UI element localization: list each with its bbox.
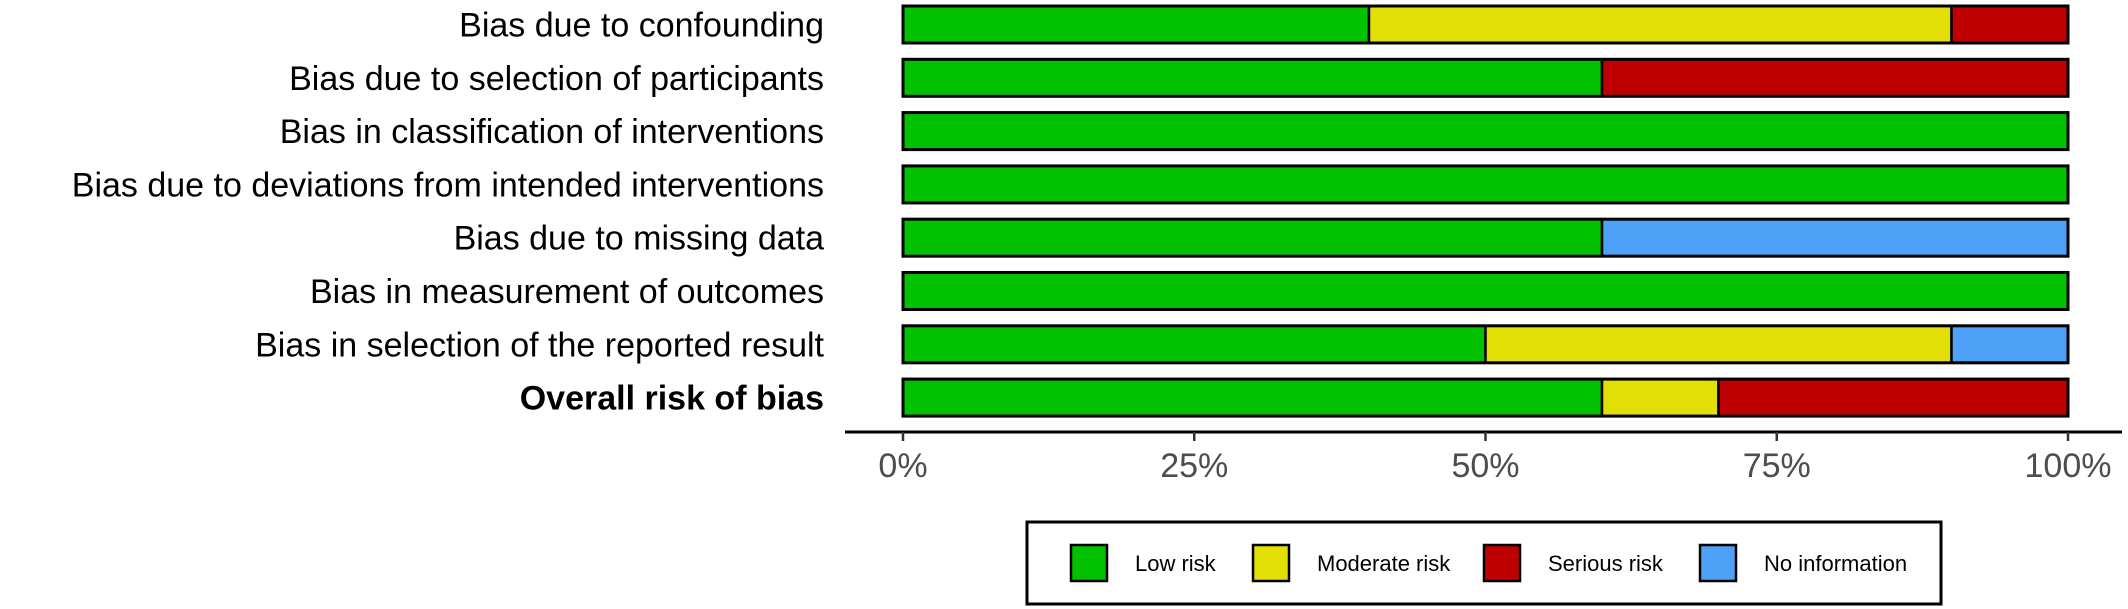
bar-frame-1 [901, 57, 2070, 98]
category-label-bias-due-to-deviations-from-intended-interventions: Bias due to deviations from intended int… [72, 166, 824, 204]
bars [901, 4, 2070, 418]
x-axis-ticks: 0% 25% 50% 75% 100% [878, 432, 2111, 485]
bar-frame-2 [901, 111, 2070, 152]
legend-label-serious-risk: Serious risk [1548, 551, 1664, 576]
bar-frame-0 [901, 4, 2070, 45]
bar-frame-6 [901, 324, 2070, 365]
bar-segment-no-information-4 [1600, 217, 2070, 258]
bar-segment-moderate-risk-7 [1600, 377, 1720, 418]
bar-segment-low-risk-5 [901, 271, 2070, 311]
legend-swatch-moderate-risk [1251, 543, 1291, 583]
legend: Low risk Moderate risk Serious risk No info… [1025, 520, 1943, 606]
bar-segment-serious-risk-1 [1600, 58, 2070, 98]
x-tick-label-1: 25% [1160, 447, 1228, 485]
bar-segment-low-risk-1 [901, 58, 1604, 98]
bar-segment-low-risk-6 [901, 324, 1487, 365]
bar-segment-low-risk-2 [901, 111, 2070, 151]
x-tick-label-2: 50% [1451, 447, 1519, 485]
bar-segment-no-information-6 [1950, 324, 2070, 365]
x-tick-label-0: 0% [878, 447, 927, 485]
bar-frame-5 [901, 271, 2070, 311]
legend-swatch-no-information [1698, 543, 1738, 583]
bar-segment-serious-risk-0 [1950, 4, 2070, 45]
category-label-bias-in-classification-of-interventions: Bias in classification of interventions [280, 113, 824, 151]
bar-segment-moderate-risk-6 [1484, 324, 1953, 365]
bar-segment-serious-risk-7 [1717, 377, 2070, 418]
bar-segment-low-risk-3 [901, 164, 2070, 205]
category-label-overall-risk-of-bias: Overall risk of bias [520, 380, 824, 418]
bar-frame-3 [901, 164, 2070, 205]
x-tick-label-3: 75% [1743, 447, 1811, 485]
category-label-bias-due-to-missing-data: Bias due to missing data [454, 220, 825, 258]
bar-segment-low-risk-7 [901, 377, 1604, 418]
legend-swatch-serious-risk [1482, 543, 1522, 583]
category-label-bias-in-selection-of-the-reported-result: Bias in selection of the reported result [255, 326, 824, 364]
legend-label-no-information: No information [1764, 551, 1907, 576]
bar-segment-moderate-risk-0 [1367, 4, 1953, 45]
legend-swatch-low-risk [1069, 543, 1109, 583]
bar-segment-low-risk-4 [901, 217, 1604, 258]
category-label-bias-due-to-selection-of-participants: Bias due to selection of participants [289, 60, 824, 98]
legend-label-low-risk: Low risk [1135, 551, 1217, 576]
bar-frame-7 [901, 377, 2070, 418]
bar-segment-low-risk-0 [901, 4, 1371, 45]
legend-label-moderate-risk: Moderate risk [1317, 551, 1451, 576]
bar-frame-4 [901, 217, 2070, 258]
category-label-bias-due-to-confounding: Bias due to confounding [459, 7, 824, 45]
category-label-bias-in-measurement-of-outcomes: Bias in measurement of outcomes [310, 273, 824, 311]
category-labels: Bias due to confounding Bias due to selec… [72, 7, 825, 418]
x-tick-label-4: 100% [2025, 447, 2112, 485]
